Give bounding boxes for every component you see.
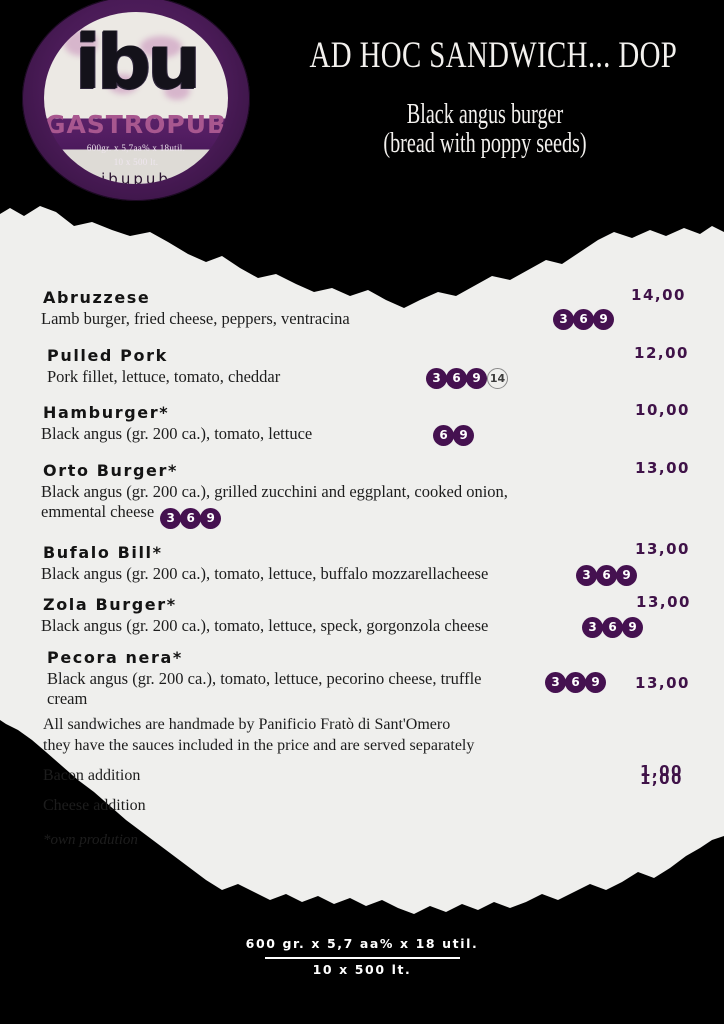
menu-item[interactable]: Orto Burger* Black angus (gr. 200 ca.), … [41,459,689,529]
allergen-badge: 6 [180,507,202,529]
allergen-badge: 3 [426,368,447,389]
menu-item-name: Abruzzese [43,288,151,307]
menu-item-price: 13,00 [635,539,690,558]
logo-inner-disc: ibu GASTROPUB 600gr. x 5,7aa% x 18util. … [44,12,228,184]
allergen-badge: 9 [616,564,637,586]
menu-item-description: Black angus (gr. 200 ca.), tomato, lettu… [41,615,489,635]
logo-spec-line-2: 10 x 500 lt. [113,157,159,167]
logo-gastropub-text: GASTROPUB [44,110,228,139]
logo-texture-blotch [164,82,190,100]
logo-spec-line-1: 600gr. x 5,7aa% x 18util. [86,143,186,153]
addition-price: 1,00 [639,762,683,780]
allergen-badge-outline: 14 [487,368,508,389]
own-production-note: *own prodution [43,832,138,848]
page-subtitle: Black angus burger (bread with poppy see… [323,100,647,158]
menu-item[interactable]: Abruzzese Lamb burger, fried cheese, pep… [41,286,686,330]
menu-item[interactable]: Zola Burger* Black angus (gr. 200 ca.), … [41,593,690,638]
menu-item-price: 10,00 [635,401,690,419]
menu-item[interactable]: Bufalo Bill* Black angus (gr. 200 ca.), … [41,540,689,586]
allergen-badge: 6 [565,671,586,693]
header-banner: ibu GASTROPUB 600gr. x 5,7aa% x 18util. … [0,0,724,215]
allergen-badge: 6 [446,368,467,389]
allergen-badge: 9 [585,671,606,693]
menu-item-description: Black angus (gr. 200 ca.), tomato, lettu… [41,563,489,583]
allergen-badge: 6 [596,564,617,586]
footer-banner: 600 gr. x 5,7 aa% x 18 util. 10 x 500 lt… [0,916,724,1024]
logo-gastro-text: GASTRO [44,110,167,139]
logo-wordmark: ibu [74,17,202,106]
menu-item-description: Pork fillet, lettuce, tomato, cheddar [47,367,281,386]
allergen-badge: 3 [160,507,182,529]
notes-line-1: All sandwiches are handmade by Panificio… [43,716,451,733]
logo-texture-blotch [140,36,182,58]
menu-item-price: 13,00 [635,459,690,477]
page-subtitle-line-1: Black angus burger [406,99,564,130]
menu-notes: All sandwiches are handmade by Panificio… [43,714,683,851]
allergen-badge: 6 [433,425,454,446]
addition-price: 1,00 [639,770,683,788]
allergen-badge-group: 3 6 9 14 [426,368,508,389]
allergen-badge: 3 [576,564,597,586]
page-title: AD HOC SANDWICH... DOP [309,35,678,76]
allergen-badge: 9 [200,507,222,529]
notes-line-2: they have the sauces included in the pri… [43,737,475,754]
menu-item[interactable]: Pecora nera* Black angus (gr. 200 ca.), … [41,647,689,709]
footer-divider [265,957,460,959]
menu-item-price: 12,00 [634,344,689,362]
menu-item-list: Abruzzese Lamb burger, fried cheese, pep… [41,286,690,722]
addition-row[interactable]: Cheese addition 1,00 [43,770,683,816]
allergen-badge: 9 [466,368,487,389]
menu-item[interactable]: Pulled Pork Pork fillet, lettuce, tomato… [41,344,689,389]
allergen-badge: 9 [622,616,643,638]
allergen-badge: 3 [545,671,566,693]
brand-logo: ibu GASTROPUB 600gr. x 5,7aa% x 18util. … [22,0,250,201]
allergen-badge: 9 [593,309,614,330]
logo-texture-blotch [64,30,98,56]
logo-pub-text: PUB [166,110,228,139]
menu-item-name: Orto Burger* [43,461,178,480]
menu-item-name: Pulled Pork [47,346,168,365]
addition-label: Cheese addition [43,797,146,814]
menu-item-description: Lamb burger, fried cheese, peppers, vent… [41,309,350,328]
menu-item-name: Hamburger* [43,403,170,422]
menu-item-price: 14,00 [631,286,686,304]
addition-row[interactable]: Bacon addition 1,00 [43,762,683,786]
allergen-badge: 3 [553,309,574,330]
logo-handle: ibupub [101,170,171,184]
menu-content: Abruzzese Lamb burger, fried cheese, pep… [0,196,724,918]
allergen-badge: 6 [573,309,594,330]
allergen-badge: 9 [453,425,474,446]
footer-spec-line-1: 600 gr. x 5,7 aa% x 18 util. [245,936,479,951]
menu-item-name: Bufalo Bill* [43,542,163,562]
menu-item-description-text: Black angus (gr. 200 ca.), grilled zucch… [41,482,508,521]
menu-item-name: Pecora nera* [47,647,183,667]
allergen-badge: 3 [582,616,603,638]
footer-spec-line-2: 10 x 500 lt. [312,962,412,977]
menu-item[interactable]: Hamburger* Black angus (gr. 200 ca.), to… [41,401,689,446]
menu-item-description: Black angus (gr. 200 ca.), tomato, lettu… [41,424,313,443]
page-subtitle-line-2: (bread with poppy seeds) [383,128,587,159]
logo-texture-blotch [108,74,138,94]
menu-item-name: Zola Burger* [43,594,177,614]
allergen-badge: 6 [602,616,623,638]
menu-item-description: Black angus (gr. 200 ca.), tomato, lettu… [47,668,482,708]
menu-item-price: 13,00 [636,592,691,611]
addition-label: Bacon addition [43,767,141,784]
menu-item-description: Black angus (gr. 200 ca.), grilled zucch… [41,482,686,529]
menu-item-price: 13,00 [635,673,690,692]
